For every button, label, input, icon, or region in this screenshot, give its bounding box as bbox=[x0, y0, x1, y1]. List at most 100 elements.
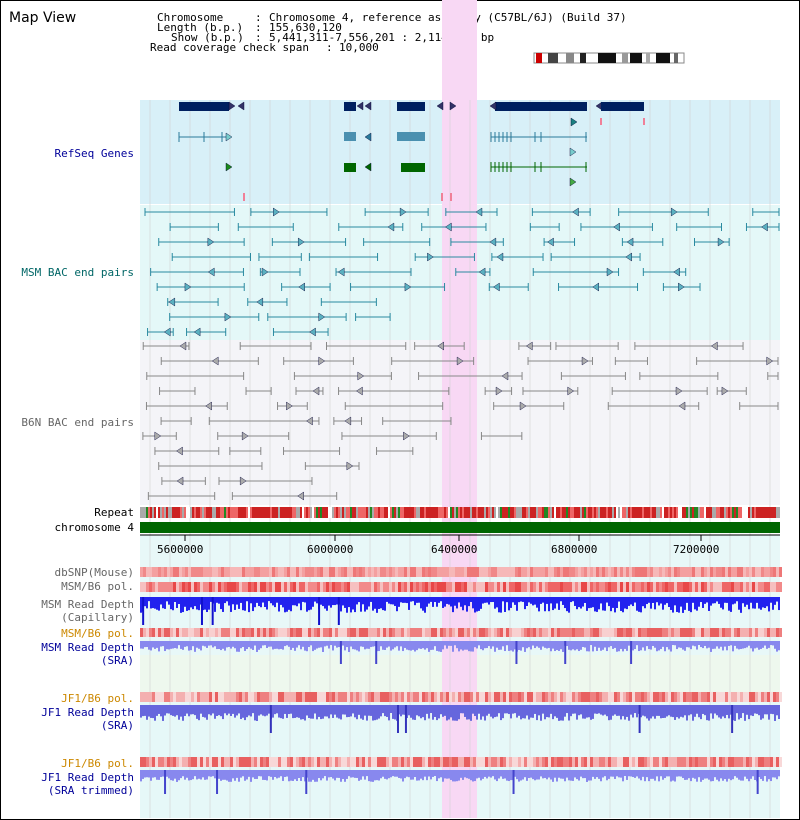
depth-bar bbox=[184, 770, 186, 780]
repeat-cell bbox=[386, 507, 388, 518]
depth-bar bbox=[478, 641, 480, 646]
heat-cell bbox=[398, 628, 401, 637]
depth-bar bbox=[508, 770, 510, 782]
heat-cell bbox=[410, 582, 413, 592]
depth-bar bbox=[744, 770, 746, 777]
track-label-jf1-b6-pol[interactable]: JF1/B6 pol. bbox=[61, 692, 134, 705]
track-label-msm-read-depth-sra[interactable]: MSM Read Depth (SRA) bbox=[41, 641, 134, 667]
heat-cell bbox=[551, 582, 554, 592]
track-label-refseq-genes[interactable]: RefSeq Genes bbox=[54, 147, 134, 160]
heat-cell bbox=[764, 757, 767, 767]
depth-bar bbox=[700, 705, 702, 720]
depth-bar bbox=[636, 705, 638, 718]
heat-cell bbox=[251, 757, 254, 767]
heat-cell bbox=[242, 692, 245, 702]
heat-cell bbox=[371, 567, 374, 577]
depth-bar bbox=[614, 770, 616, 779]
heat-cell bbox=[545, 628, 548, 637]
track-label-msm-b6-pol[interactable]: MSM/B6 pol. bbox=[61, 580, 134, 593]
heat-cell bbox=[623, 582, 626, 592]
heat-cell bbox=[167, 567, 170, 577]
depth-bar bbox=[438, 597, 440, 603]
heat-cell bbox=[611, 567, 614, 577]
repeat-cell bbox=[144, 507, 146, 518]
depth-bar bbox=[498, 705, 500, 714]
heat-cell bbox=[716, 567, 719, 577]
depth-bar bbox=[332, 597, 334, 606]
depth-bar bbox=[522, 641, 524, 648]
repeat-cell bbox=[554, 507, 556, 518]
heat-cell bbox=[551, 628, 554, 637]
heat-cell bbox=[542, 692, 545, 702]
heat-cell bbox=[200, 757, 203, 767]
heat-cell bbox=[260, 582, 263, 592]
heat-cell bbox=[740, 628, 743, 637]
heat-cell bbox=[776, 692, 779, 702]
depth-bar bbox=[368, 641, 370, 649]
repeat-cell bbox=[536, 507, 538, 518]
depth-bar bbox=[670, 705, 672, 717]
repeat-cell bbox=[464, 507, 466, 518]
track-label-dbsnp[interactable]: dbSNP(Mouse) bbox=[54, 566, 134, 579]
ideogram-band bbox=[566, 53, 574, 63]
depth-bar bbox=[260, 597, 262, 608]
depth-bar bbox=[770, 770, 772, 782]
heat-cell bbox=[314, 582, 317, 592]
heat-cell bbox=[479, 757, 482, 767]
depth-bar bbox=[214, 597, 216, 612]
track-label-jf1-b6-pol-2[interactable]: JF1/B6 pol. bbox=[61, 757, 134, 770]
depth-bar bbox=[690, 597, 692, 613]
depth-bar bbox=[340, 597, 342, 612]
heat-cell bbox=[155, 692, 158, 702]
depth-bar bbox=[528, 641, 530, 648]
depth-bar bbox=[542, 597, 544, 603]
heat-cell bbox=[257, 567, 260, 577]
heat-cell bbox=[731, 628, 734, 637]
depth-bar bbox=[212, 641, 214, 648]
heat-cell bbox=[386, 628, 389, 637]
track-label-msm-bac[interactable]: MSM BAC end pairs bbox=[21, 266, 134, 279]
depth-bar bbox=[652, 597, 654, 603]
repeat-cell bbox=[576, 507, 578, 518]
heat-cell bbox=[281, 628, 284, 637]
repeat-cell bbox=[508, 507, 510, 518]
depth-spike bbox=[630, 641, 633, 664]
depth-bar bbox=[736, 770, 738, 778]
depth-bar bbox=[288, 641, 290, 647]
depth-bar bbox=[592, 597, 594, 608]
heat-cell bbox=[710, 628, 713, 637]
repeat-cell bbox=[632, 507, 634, 518]
depth-bar bbox=[446, 770, 448, 779]
depth-bar bbox=[456, 705, 458, 721]
track-label-b6n-bac[interactable]: B6N BAC end pairs bbox=[21, 416, 134, 429]
strand-arrow bbox=[205, 401, 212, 411]
track-label-msm-read-depth-capillary[interactable]: MSM Read Depth (Capillary) bbox=[41, 598, 134, 624]
depth-bar bbox=[290, 597, 292, 612]
depth-spike bbox=[269, 705, 272, 733]
repeat-cell bbox=[388, 507, 390, 518]
heat-cell bbox=[155, 567, 158, 577]
heat-cell bbox=[404, 692, 407, 702]
heat-cell bbox=[752, 582, 755, 592]
track-label-jf1-read-depth-trimmed[interactable]: JF1 Read Depth (SRA trimmed) bbox=[41, 771, 134, 797]
depth-bar bbox=[264, 770, 266, 780]
heat-cell bbox=[725, 567, 728, 577]
depth-bar bbox=[748, 597, 750, 610]
heat-cell bbox=[179, 567, 182, 577]
heat-cell bbox=[770, 628, 773, 637]
heat-cell bbox=[449, 692, 452, 702]
depth-bar bbox=[628, 641, 630, 646]
track-label-jf1-read-depth-sra[interactable]: JF1 Read Depth (SRA) bbox=[41, 706, 134, 732]
heat-cell bbox=[743, 757, 746, 767]
heat-cell bbox=[374, 757, 377, 767]
depth-bar bbox=[560, 705, 562, 721]
depth-bar bbox=[624, 770, 626, 777]
repeat-cell bbox=[288, 507, 290, 518]
heat-cell bbox=[623, 757, 626, 767]
track-label-msm-b6-pol-sra[interactable]: MSM/B6 pol. bbox=[61, 627, 134, 640]
heat-cell bbox=[353, 757, 356, 767]
depth-bar bbox=[484, 597, 486, 603]
depth-bar bbox=[140, 597, 142, 613]
depth-bar bbox=[430, 597, 432, 602]
